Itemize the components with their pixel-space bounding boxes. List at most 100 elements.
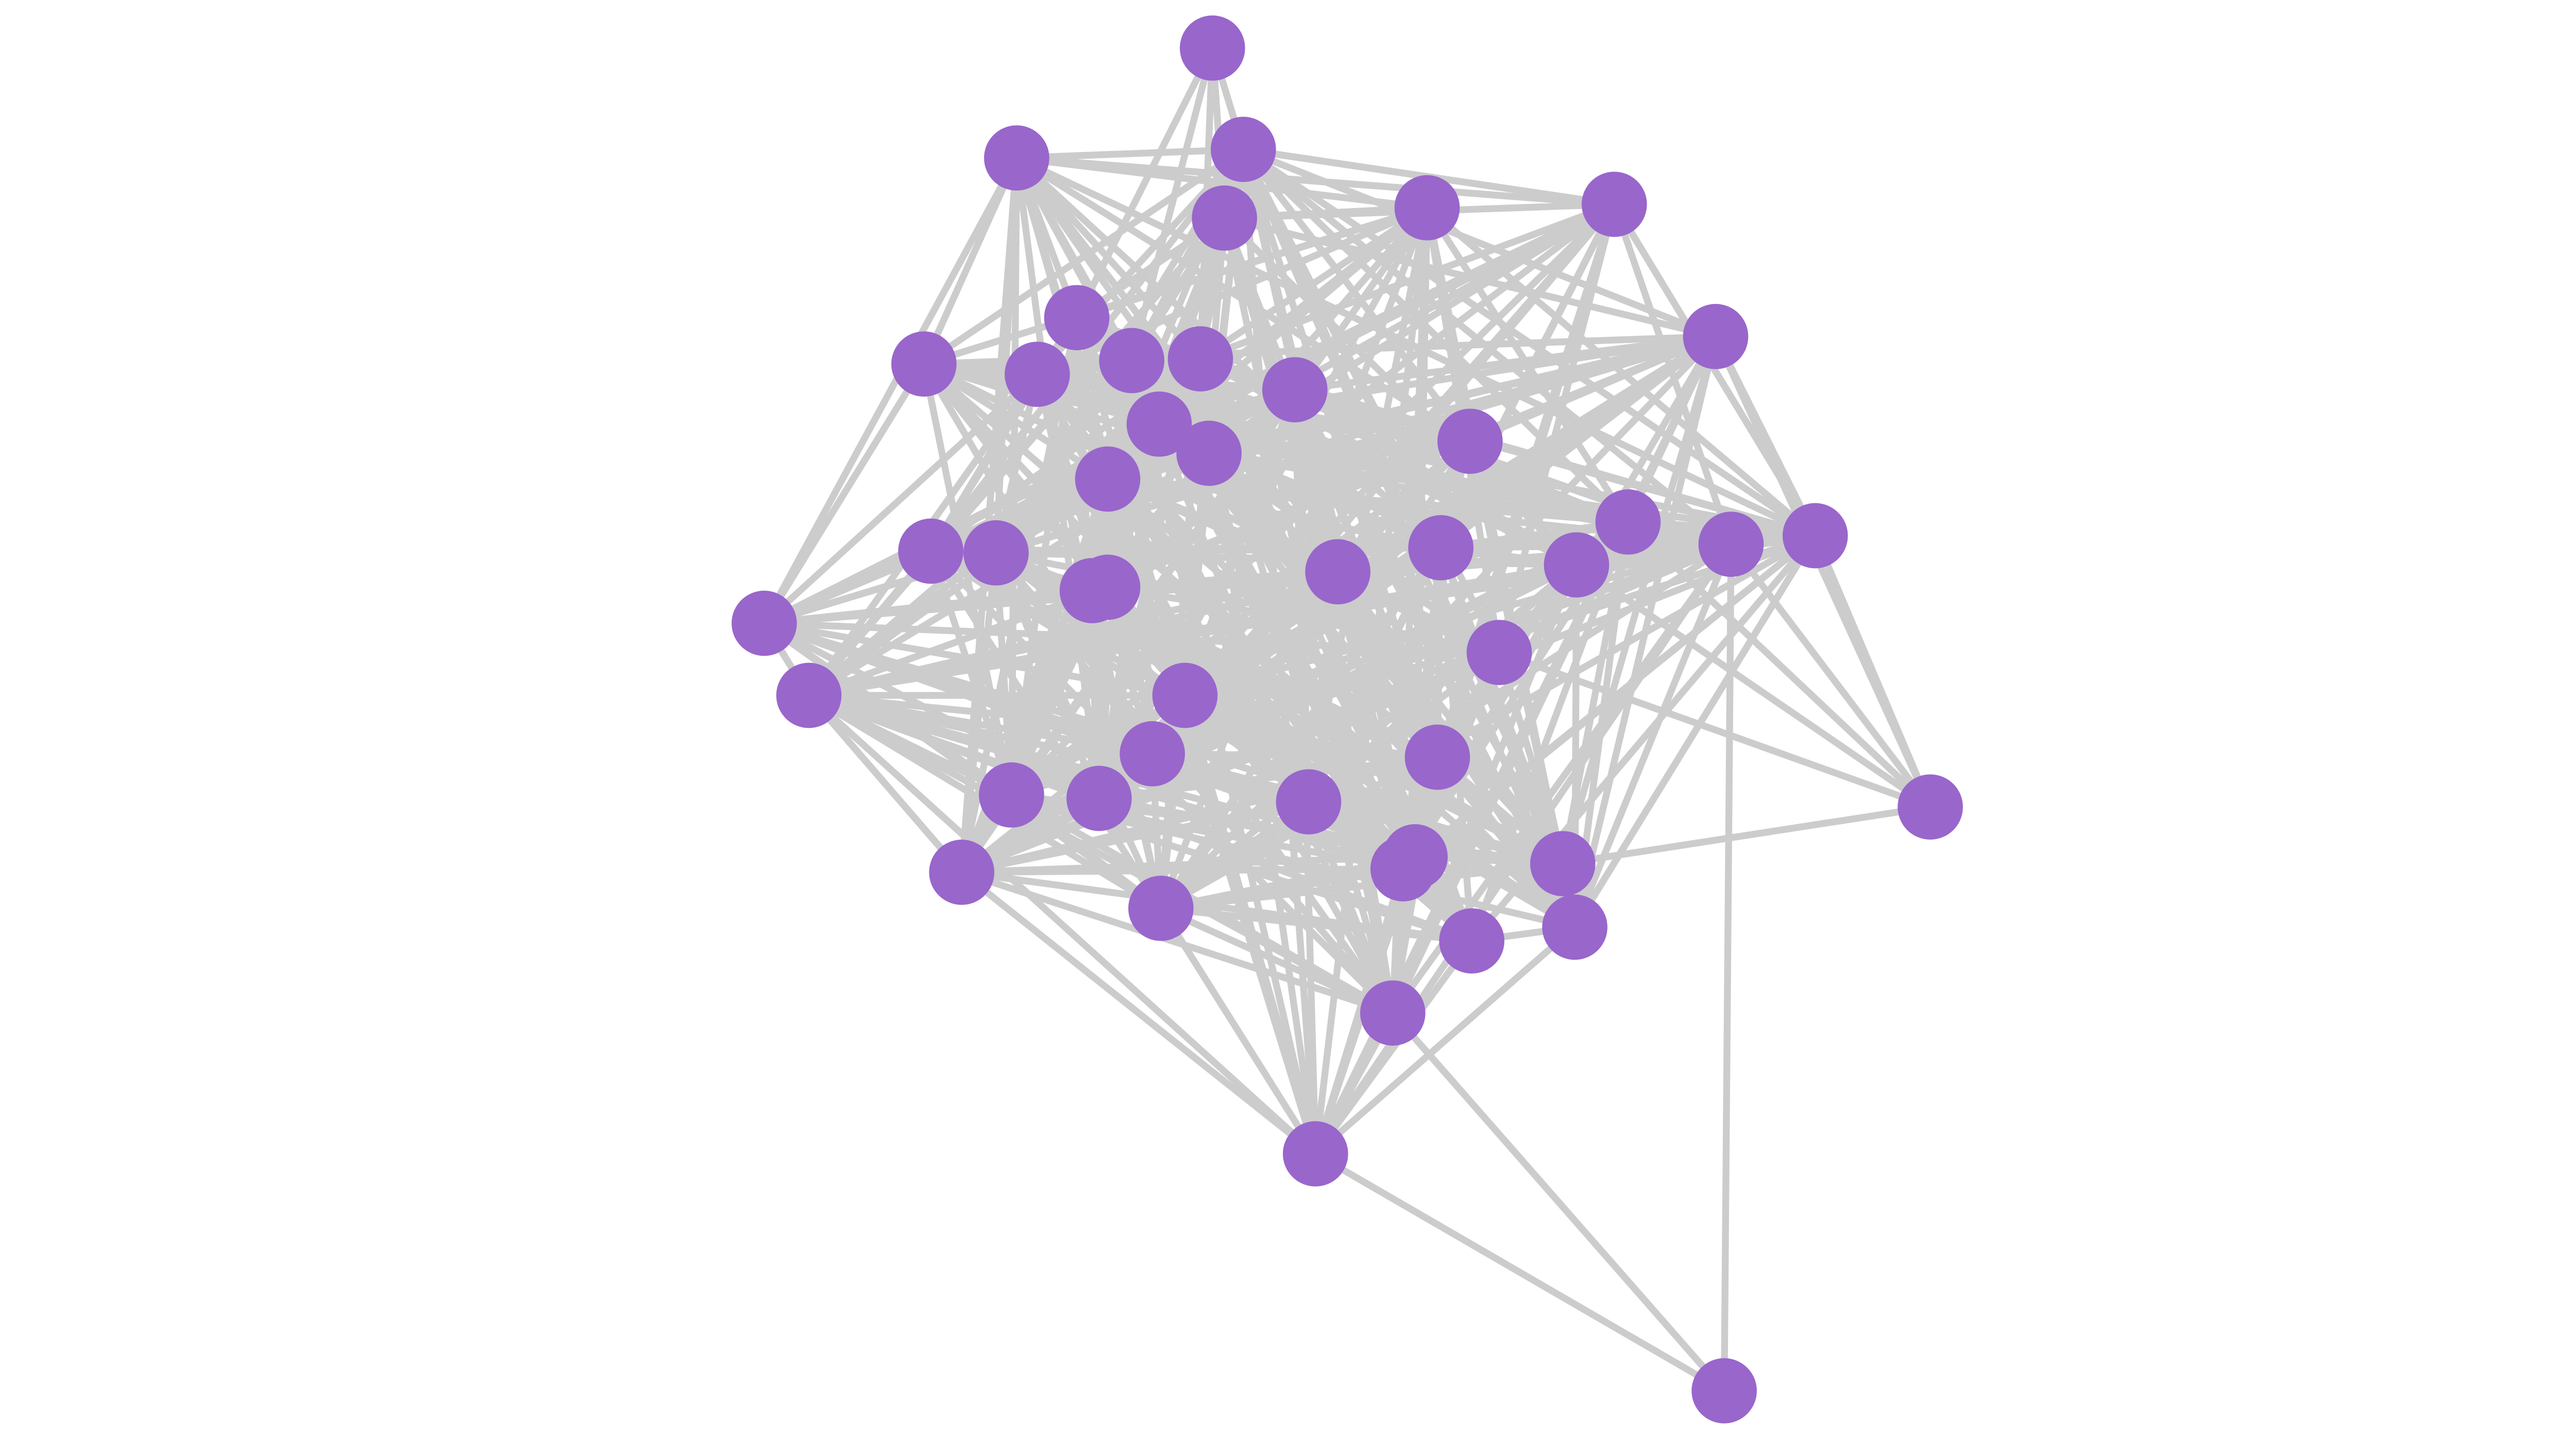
graph-node-n11[interactable] [1099, 328, 1164, 394]
graph-node-n3[interactable] [1211, 116, 1276, 182]
graph-node-n9[interactable] [1044, 285, 1110, 350]
graph-node-n25[interactable] [1305, 539, 1370, 605]
edge [921, 156, 1020, 366]
edge [1571, 543, 1735, 929]
edge [1076, 204, 1428, 321]
edge [1209, 438, 1470, 457]
graph-node-n5[interactable] [1394, 175, 1460, 241]
graph-node-n4[interactable] [1192, 185, 1257, 251]
graph-node-n19[interactable] [1698, 512, 1764, 577]
edge [1611, 203, 1735, 545]
edge [1160, 860, 1564, 912]
edge [764, 584, 1108, 627]
graph-node-n43[interactable] [1439, 908, 1504, 974]
edge [993, 550, 1396, 1016]
edge [1496, 651, 1566, 865]
graph-node-n33[interactable] [979, 762, 1044, 828]
edge [806, 693, 964, 875]
edge [1159, 905, 1395, 1016]
graph-node-n26[interactable] [1408, 515, 1473, 581]
graph-node-n7[interactable] [1683, 304, 1749, 369]
edge [1199, 201, 1616, 362]
graph-node-n34[interactable] [1066, 765, 1132, 831]
edge [1010, 692, 1187, 798]
edge [1198, 204, 1429, 362]
edge [808, 692, 1438, 761]
graph-node-n17[interactable] [1437, 408, 1503, 474]
edge [1611, 202, 1819, 538]
edge [961, 865, 1403, 876]
graph-node-n10[interactable] [1005, 342, 1070, 407]
edge [961, 754, 1438, 876]
graph-node-n41[interactable] [1530, 831, 1596, 896]
nodes-layer [732, 15, 1963, 1424]
graph-node-n46[interactable] [1283, 1121, 1348, 1187]
graph-node-n18[interactable] [1595, 489, 1661, 555]
graph-node-n20[interactable] [1783, 503, 1848, 569]
edge [807, 584, 1109, 699]
graph-node-n30[interactable] [1466, 620, 1532, 685]
edge [1306, 562, 1579, 805]
edge [1241, 147, 1473, 444]
graph-node-n45[interactable] [1360, 980, 1426, 1046]
edge [1016, 146, 1244, 162]
edge [1313, 1151, 1726, 1394]
graph-node-n44[interactable] [1542, 894, 1607, 960]
edge [764, 620, 1186, 699]
graph-node-n1[interactable] [1180, 15, 1245, 81]
graph-node-n15[interactable] [1176, 420, 1242, 486]
graph-node-n32[interactable] [1120, 721, 1185, 787]
graph-node-n27[interactable] [1544, 532, 1609, 598]
edge [806, 693, 1318, 1156]
graph-node-n12[interactable] [1167, 326, 1233, 391]
edge [1721, 544, 1735, 1391]
graph-node-n16[interactable] [1075, 446, 1141, 512]
graph-node-n22[interactable] [963, 520, 1029, 586]
edge [761, 156, 1020, 625]
graph-node-n2[interactable] [984, 125, 1049, 191]
edge [927, 550, 1015, 796]
graph-node-n47[interactable] [1691, 1358, 1757, 1424]
edge [960, 649, 1501, 876]
graph-node-n28[interactable] [732, 590, 797, 656]
graph-node-n8[interactable] [891, 331, 957, 397]
graph-node-n13[interactable] [1262, 357, 1328, 422]
graph-node-n36[interactable] [1404, 724, 1470, 790]
graph-node-n42[interactable] [1128, 876, 1194, 941]
graph-node-n40[interactable] [1370, 836, 1436, 901]
edge [1242, 146, 1717, 340]
edge [922, 146, 1246, 367]
edge [1728, 542, 1933, 809]
edge [1305, 800, 1396, 1015]
edge [1306, 650, 1502, 805]
edge [1390, 1011, 1727, 1393]
edge [959, 870, 1318, 1157]
graph-node-n37[interactable] [1897, 774, 1963, 840]
graph-node-n14[interactable] [1126, 391, 1192, 457]
edge [1091, 438, 1471, 594]
edge [764, 620, 1500, 656]
edge [996, 549, 1577, 569]
graph-node-n6[interactable] [1582, 172, 1647, 237]
edge [960, 868, 1394, 1017]
edge [928, 549, 1164, 910]
graph-node-n31[interactable] [1152, 662, 1218, 728]
edge [1313, 924, 1578, 1157]
edge [1562, 804, 1931, 867]
edge [1152, 750, 1438, 761]
graph-node-n24[interactable] [1075, 554, 1141, 620]
edge [1335, 569, 1566, 866]
edge [761, 371, 1040, 626]
graph-node-n38[interactable] [929, 840, 994, 905]
edge [1294, 386, 1817, 539]
graph-node-n35[interactable] [1276, 769, 1342, 834]
graph-node-n21[interactable] [898, 518, 963, 584]
edge [1098, 795, 1416, 860]
edges-layer [761, 46, 1934, 1394]
edge [1158, 545, 1444, 911]
edge [1107, 475, 1442, 551]
graph-node-n29[interactable] [776, 662, 842, 728]
edge [1434, 755, 1578, 930]
edge [1098, 754, 1438, 802]
